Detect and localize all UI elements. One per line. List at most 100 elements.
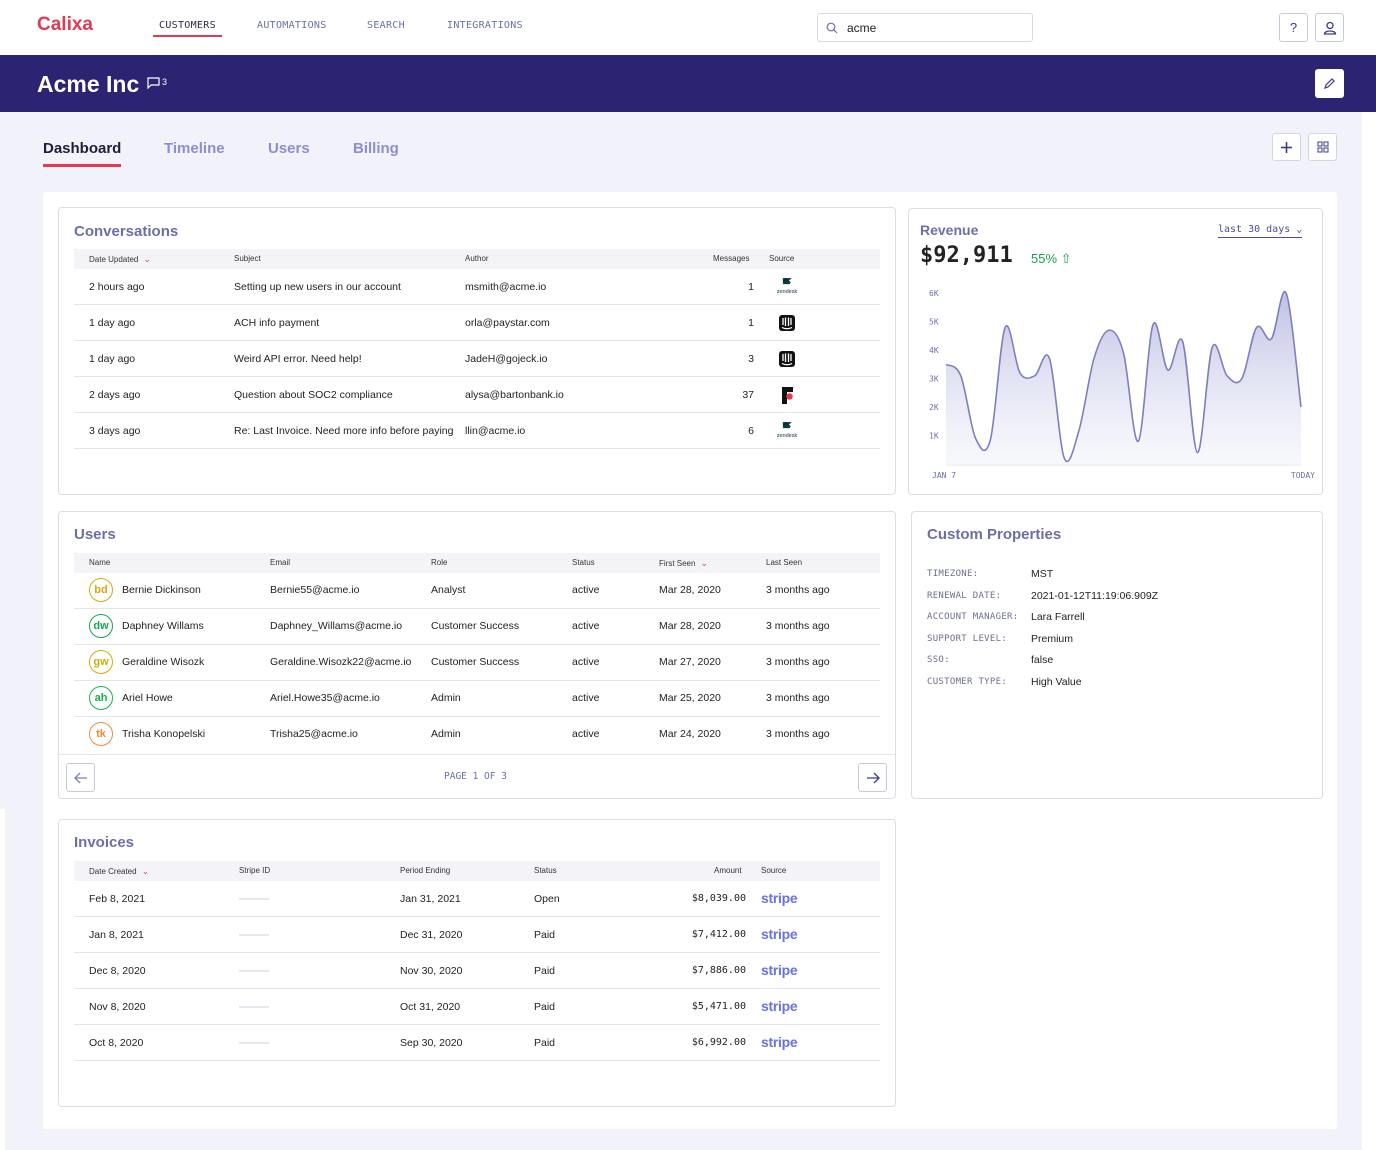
property-label: ACCOUNT MANAGER: [927, 612, 1019, 623]
avatar: bd [89, 578, 113, 602]
conversation-messages: 37 [742, 389, 754, 401]
help-button[interactable]: ? [1279, 13, 1308, 42]
user-last-seen: 3 months ago [766, 656, 830, 668]
nav-integrations[interactable]: INTEGRATIONS [447, 20, 523, 31]
user-last-seen: 3 months ago [766, 620, 830, 632]
user-email: Geraldine.Wisozk22@acme.io [270, 656, 412, 668]
property-label: CUSTOMER TYPE: [927, 677, 1008, 687]
edit-button[interactable] [1315, 69, 1344, 98]
tab-users[interactable]: Users [268, 140, 310, 157]
table-row[interactable]: Oct 8, 2020 Sep 30, 2020 Paid $6,992.00 stri… [74, 1025, 880, 1061]
page-indicator: PAGE 1 OF 3 [444, 771, 507, 782]
col-date-updated-label: Date Updated [89, 255, 139, 264]
invoice-status: Paid [534, 1037, 556, 1049]
grid-icon [1317, 141, 1328, 153]
profile-button[interactable] [1315, 13, 1344, 42]
y-tick-label: 2K [929, 403, 939, 412]
revenue-area [946, 291, 1301, 464]
nav-automations[interactable]: AUTOMATIONS [257, 20, 327, 31]
custom-properties-card: Custom Properties TIMEZONE: MST RENEWAL DA… [911, 511, 1323, 799]
table-row[interactable]: ah Ariel Howe Ariel.Howe35@acme.io Admin act… [74, 681, 880, 717]
invoice-date: Nov 8, 2020 [89, 1001, 146, 1013]
x-start-label: JAN 7 [932, 471, 956, 480]
invoice-period-ending: Oct 31, 2020 [400, 1001, 461, 1013]
table-row[interactable]: Jan 8, 2021 Dec 31, 2020 Paid $7,412.00 stri… [74, 917, 880, 953]
invoice-date: Feb 8, 2021 [89, 893, 146, 905]
stripe-icon: stripe [761, 998, 798, 1014]
col-status: Status [534, 866, 557, 875]
col-period-ending: Period Ending [400, 866, 451, 875]
user-email: Ariel.Howe35@acme.io [270, 692, 380, 704]
search-input[interactable] [847, 19, 1027, 37]
chevron-down-icon: ⌄ [1296, 224, 1303, 235]
table-row[interactable]: 2 hours ago Setting up new users in our a… [74, 269, 880, 305]
revenue-change-value: 55% [1031, 251, 1058, 266]
conversation-messages: 1 [748, 317, 754, 329]
app-logo[interactable]: Calixa [37, 14, 93, 35]
add-widget-button[interactable] [1272, 133, 1301, 161]
col-email: Email [270, 558, 291, 567]
range-select[interactable]: last 30 days ⌄ [1218, 224, 1303, 238]
table-row[interactable]: Feb 8, 2021 Jan 31, 2021 Open $8,039.00 stri… [74, 881, 880, 917]
invoice-amount: $5,471.00 [691, 1001, 746, 1012]
conversation-subject[interactable]: Setting up new users in our account [234, 281, 401, 293]
user-status: active [572, 620, 600, 632]
user-name[interactable]: Geraldine Wisozk [122, 656, 205, 668]
property-label: SUPPORT LEVEL: [927, 633, 1008, 644]
table-row[interactable]: Dec 8, 2020 Nov 30, 2020 Paid $7,886.00 stri… [74, 953, 880, 989]
next-page-button[interactable] [858, 763, 887, 792]
table-row[interactable]: 2 days ago Question about SOC2 compliance… [74, 377, 880, 413]
conversation-messages: 1 [748, 281, 754, 293]
table-row[interactable]: Nov 8, 2020 Oct 31, 2020 Paid $5,471.00 stri… [74, 989, 880, 1025]
invoice-amount: $6,992.00 [691, 1037, 746, 1048]
comment-icon [147, 77, 160, 89]
col-date-created[interactable]: Date Created ⌄ [89, 866, 149, 877]
user-name[interactable]: Daphney Willams [122, 620, 204, 632]
user-last-seen: 3 months ago [766, 692, 830, 704]
user-name[interactable]: Bernie Dickinson [122, 584, 201, 596]
conversation-subject[interactable]: Weird API error. Need help! [234, 353, 362, 365]
col-stripe-id: Stripe ID [239, 866, 271, 875]
table-row[interactable]: tk Trisha Konopelski Trisha25@acme.io Admin… [74, 717, 880, 753]
company-name: Acme Inc [37, 71, 140, 97]
table-row[interactable]: dw Daphney Willams Daphney_Willams@acme.io… [74, 609, 880, 645]
col-date-updated[interactable]: Date Updated ⌄ [89, 254, 151, 265]
table-row[interactable]: bd Bernie Dickinson Bernie55@acme.io Analys… [74, 573, 880, 609]
property-value: Lara Farrell [1031, 611, 1085, 624]
stripe-icon: stripe [761, 1034, 798, 1050]
tab-billing[interactable]: Billing [353, 140, 399, 157]
col-last-seen: Last Seen [766, 558, 803, 567]
conversation-author: alysa@bartonbank.io [465, 389, 564, 401]
comments-indicator[interactable]: 3 [147, 77, 167, 89]
conversation-subject[interactable]: Question about SOC2 compliance [234, 389, 393, 401]
table-row[interactable]: 1 day ago Weird API error. Need help! Jade… [74, 341, 880, 377]
table-row[interactable]: gw Geraldine Wisozk Geraldine.Wisozk22@acm… [74, 645, 880, 681]
table-row[interactable]: 1 day ago ACH info payment orla@paystar.co… [74, 305, 880, 341]
nav-customers[interactable]: CUSTOMERS [153, 20, 222, 37]
layout-button[interactable] [1308, 133, 1337, 161]
nav-search[interactable]: SEARCH [367, 20, 405, 31]
conversation-subject[interactable]: ACH info payment [234, 317, 320, 329]
table-row[interactable]: 3 days ago Re: Last Invoice. Need more in… [74, 413, 880, 449]
prev-page-button[interactable] [66, 763, 95, 792]
user-name[interactable]: Trisha Konopelski [122, 728, 206, 740]
invoice-status: Paid [534, 929, 556, 941]
tab-dashboard[interactable]: Dashboard [43, 140, 122, 167]
conversation-subject[interactable]: Re: Last Invoice. Need more info before … [234, 425, 454, 437]
conversations-card: Conversations Date Updated ⌄ Subject Auth… [58, 207, 896, 495]
user-role: Customer Success [431, 620, 520, 632]
user-first-seen: Mar 27, 2020 [659, 656, 721, 668]
user-email: Trisha25@acme.io [270, 728, 358, 740]
sort-chevron-icon: ⌄ [143, 254, 151, 264]
invoice-status: Paid [534, 1001, 556, 1013]
user-name[interactable]: Ariel Howe [122, 692, 173, 704]
invoice-date: Jan 8, 2021 [89, 929, 144, 941]
search-box [817, 13, 1033, 42]
tab-timeline[interactable]: Timeline [164, 140, 225, 157]
users-card: Users Name Email Role Status First Seen ⌄… [58, 511, 896, 799]
col-first-seen[interactable]: First Seen ⌄ [659, 558, 708, 569]
col-source: Source [769, 254, 795, 263]
conversation-date: 1 day ago [89, 317, 136, 329]
intercom-icon [774, 313, 800, 335]
revenue-card: Revenue last 30 days ⌄ $92,911 55% ⇧ 6K 5… [908, 208, 1323, 495]
